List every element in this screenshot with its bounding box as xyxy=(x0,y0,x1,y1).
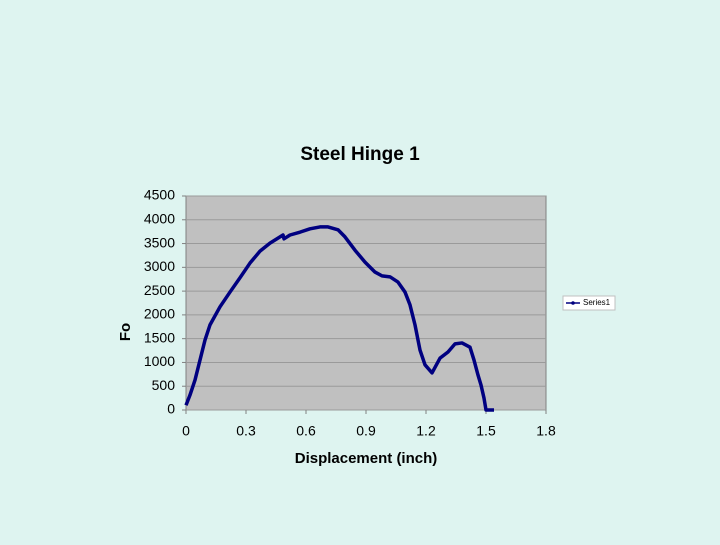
x-tick-label: 0.9 xyxy=(356,423,376,439)
y-tick-label: 2000 xyxy=(144,306,175,322)
y-tick-label: 1000 xyxy=(144,353,175,369)
legend-label: Series1 xyxy=(583,298,611,307)
legend-marker xyxy=(571,301,575,305)
y-tick-label: 0 xyxy=(167,401,175,417)
chart-title: Steel Hinge 1 xyxy=(300,144,420,165)
plot-area xyxy=(185,195,547,411)
y-tick-label: 4500 xyxy=(144,187,175,203)
y-tick-label: 1500 xyxy=(144,329,175,345)
y-axis-label: Fo xyxy=(117,323,134,341)
series-line xyxy=(184,225,494,412)
y-tick-label: 3500 xyxy=(144,234,175,250)
x-tick-label: 1.8 xyxy=(536,423,556,439)
y-tick-label: 3000 xyxy=(144,258,175,274)
y-tick-label: 2500 xyxy=(144,282,175,298)
x-tick-label: 1.2 xyxy=(416,423,436,439)
y-tick-label: 500 xyxy=(152,377,176,393)
y-tick-label: 4000 xyxy=(144,210,175,226)
x-tick-label: 0.3 xyxy=(236,423,256,439)
x-tick-label: 1.5 xyxy=(476,423,496,439)
x-axis-label: Displacement (inch) xyxy=(295,450,438,467)
x-tick-label: 0 xyxy=(182,423,190,439)
legend-box xyxy=(562,295,616,311)
x-tick-label: 0.6 xyxy=(296,423,316,439)
